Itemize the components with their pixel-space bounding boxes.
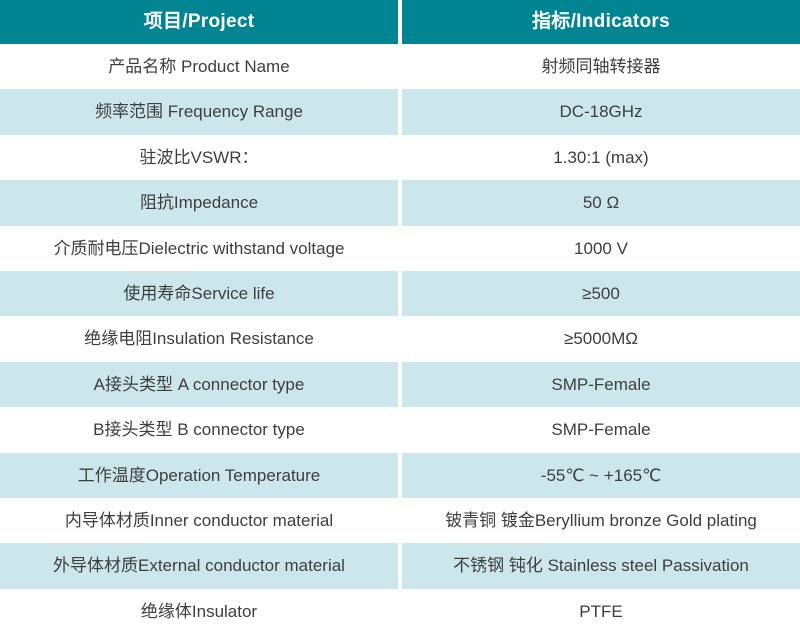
- cell-indicator: 铍青铜 镀金Beryllium bronze Gold plating: [402, 497, 800, 544]
- cell-project: 内导体材质Inner conductor material: [0, 497, 398, 544]
- table-row-b-connector-type: B接头类型 B connector type SMP-Female: [0, 407, 800, 453]
- table-row-external-conductor-material: 外导体材质External conductor material 不锈钢 钝化 …: [0, 543, 800, 589]
- cell-indicator: 1000 V: [402, 225, 800, 271]
- cell-project: 频率范围 Frequency Range: [0, 89, 398, 135]
- cell-project: A接头类型 A connector type: [0, 361, 398, 408]
- table-header-row: 项目/Project 指标/Indicators: [0, 0, 800, 44]
- cell-project: 使用寿命Service life: [0, 270, 398, 317]
- header-cell-project: 项目/Project: [0, 0, 398, 44]
- cell-indicator: 1.30:1 (max): [402, 134, 800, 181]
- cell-project: 阻抗Impedance: [0, 180, 398, 226]
- cell-indicator: 不锈钢 钝化 Stainless steel Passivation: [402, 543, 800, 589]
- cell-indicator: 50 Ω: [402, 180, 800, 226]
- cell-indicator: ≥5000MΩ: [402, 316, 800, 362]
- cell-project: 工作温度Operation Temperature: [0, 452, 398, 498]
- cell-indicator: SMP-Female: [402, 361, 800, 408]
- cell-indicator: ≥500: [402, 270, 800, 317]
- cell-project: 绝缘体Insulator: [0, 588, 398, 634]
- cell-project: 绝缘电阻Insulation Resistance: [0, 316, 398, 362]
- table-row-dielectric-withstand-voltage: 介质耐电压Dielectric withstand voltage 1000 V: [0, 225, 800, 271]
- cell-project: 驻波比VSWR：: [0, 134, 398, 181]
- cell-project: 介质耐电压Dielectric withstand voltage: [0, 225, 398, 271]
- table-row-insulation-resistance: 绝缘电阻Insulation Resistance ≥5000MΩ: [0, 316, 800, 362]
- table-row-vswr: 驻波比VSWR： 1.30:1 (max): [0, 134, 800, 181]
- cell-indicator: -55℃ ~ +165℃: [402, 452, 800, 498]
- table-row-impedance: 阻抗Impedance 50 Ω: [0, 180, 800, 226]
- table-row-service-life: 使用寿命Service life ≥500: [0, 270, 800, 317]
- cell-project: B接头类型 B connector type: [0, 407, 398, 453]
- header-cell-indicators: 指标/Indicators: [402, 0, 800, 44]
- table-row-product-name: 产品名称 Product Name 射频同轴转接器: [0, 44, 800, 90]
- table-row-inner-conductor-material: 内导体材质Inner conductor material 铍青铜 镀金Bery…: [0, 497, 800, 544]
- table-row-a-connector-type: A接头类型 A connector type SMP-Female: [0, 361, 800, 408]
- cell-indicator: SMP-Female: [402, 407, 800, 453]
- cell-indicator: 射频同轴转接器: [402, 44, 800, 90]
- table-row-frequency-range: 频率范围 Frequency Range DC-18GHz: [0, 89, 800, 135]
- cell-indicator: PTFE: [402, 588, 800, 634]
- cell-project: 外导体材质External conductor material: [0, 543, 398, 589]
- cell-project: 产品名称 Product Name: [0, 44, 398, 90]
- cell-indicator: DC-18GHz: [402, 89, 800, 135]
- table-row-operation-temperature: 工作温度Operation Temperature -55℃ ~ +165℃: [0, 452, 800, 498]
- table-row-insulator: 绝缘体Insulator PTFE: [0, 588, 800, 634]
